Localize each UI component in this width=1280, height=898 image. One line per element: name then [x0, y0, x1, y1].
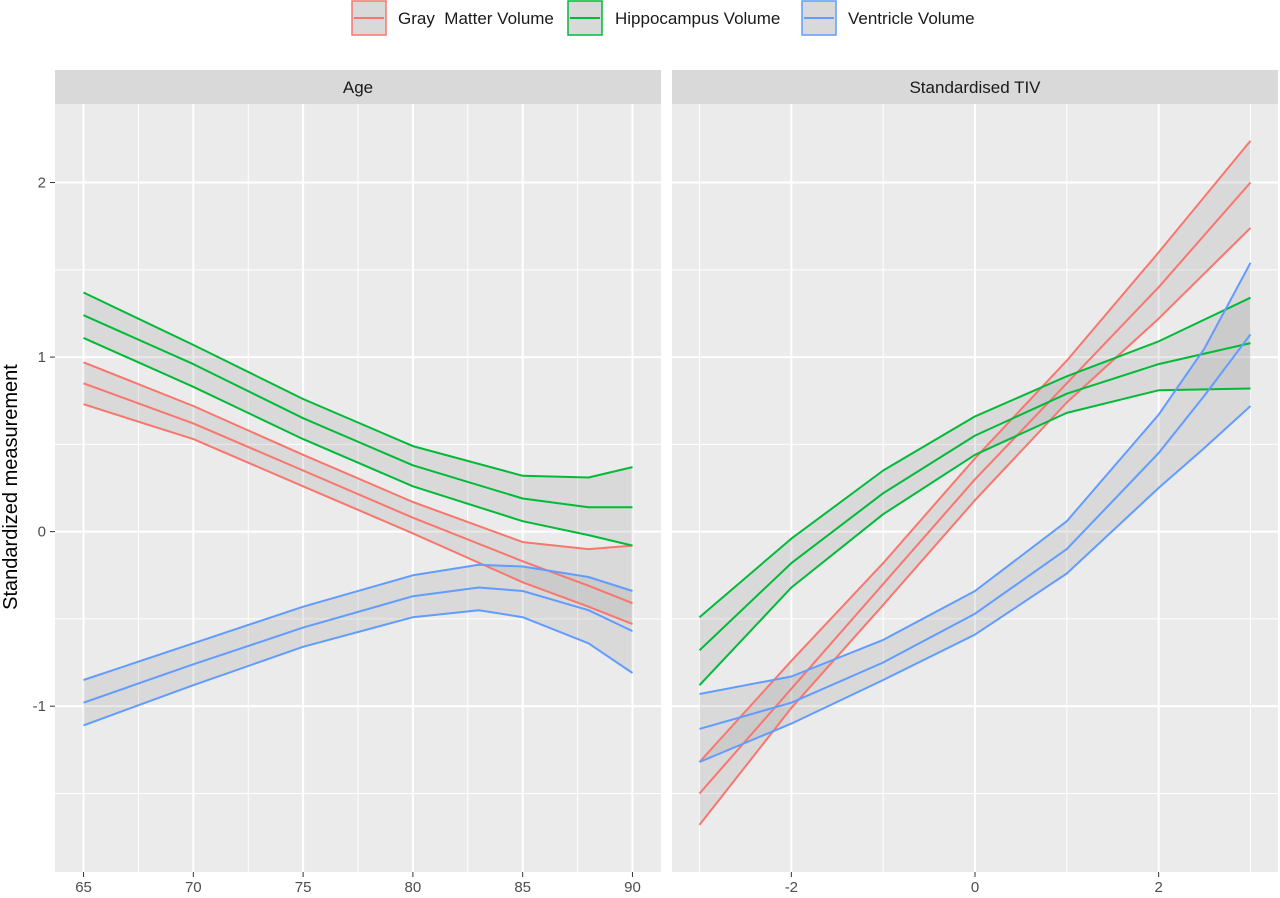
- confidence-bound-line: [698, 387, 1251, 686]
- facet-strip: [672, 70, 1278, 104]
- y-tick-label: -1: [33, 698, 46, 715]
- x-tick-label: 80: [405, 879, 422, 896]
- facet-strip: [55, 70, 661, 104]
- facet-strip-label: Age: [343, 78, 373, 97]
- panel-age: Age 65 70 75 80 85 90: [55, 70, 661, 896]
- confidence-bound-line: [83, 361, 633, 551]
- confidence-bound-line: [83, 291, 633, 479]
- confidence-bound-line: [698, 227, 1252, 826]
- panel-tiv: Standardised TIV -2 0 2: [672, 70, 1278, 896]
- x-tick-label: -2: [785, 879, 798, 896]
- confidence-ribbon: [699, 297, 1251, 686]
- series-line: [83, 382, 633, 605]
- series-line: [698, 342, 1251, 652]
- series-line: [83, 586, 633, 704]
- legend-label: Gray Matter Volume: [398, 9, 554, 28]
- confidence-bound-line: [83, 609, 634, 727]
- y-axis-title: Standardized measurement: [0, 364, 22, 610]
- y-tick-label: 2: [38, 175, 46, 192]
- confidence-bound-line: [699, 262, 1252, 695]
- x-tick-label: 75: [295, 879, 312, 896]
- legend-label: Hippocampus Volume: [615, 9, 780, 28]
- x-tick-label: 70: [185, 879, 202, 896]
- legend-label: Ventricle Volume: [848, 9, 975, 28]
- y-tick-label: 1: [38, 349, 46, 366]
- confidence-bound-line: [699, 405, 1252, 763]
- legend-item: Gray Matter Volume: [351, 0, 554, 36]
- legend: Gray Matter Volume Hippocampus Volume Vent…: [351, 0, 975, 36]
- y-axis: -1 0 1 2: [33, 175, 55, 715]
- y-tick-label: 0: [38, 524, 46, 541]
- x-tick-label: 85: [514, 879, 531, 896]
- series-line: [83, 314, 633, 509]
- confidence-ribbon: [699, 140, 1251, 825]
- confidence-ribbon: [83, 564, 633, 726]
- confidence-bound-line: [83, 403, 633, 626]
- x-tick-label: 65: [75, 879, 92, 896]
- x-tick-label: 90: [624, 879, 641, 896]
- confidence-bound-line: [698, 140, 1252, 763]
- confidence-bound-line: [83, 336, 633, 547]
- x-tick-label: 2: [1154, 879, 1162, 896]
- facet-strip-label: Standardised TIV: [909, 78, 1041, 97]
- series-line: [698, 181, 1252, 795]
- plot-panels: Age 65 70 75 80 85 90 Standardised TIV -2 0 2: [55, 70, 1278, 896]
- confidence-bound-line: [83, 563, 633, 681]
- legend-item: Hippocampus Volume: [567, 0, 780, 36]
- series-line: [699, 333, 1252, 730]
- legend-item: Ventricle Volume: [801, 0, 975, 36]
- confidence-bound-line: [698, 296, 1251, 618]
- x-tick-label: 0: [971, 879, 979, 896]
- confidence-ribbon: [699, 262, 1251, 762]
- confidence-ribbon: [83, 292, 633, 546]
